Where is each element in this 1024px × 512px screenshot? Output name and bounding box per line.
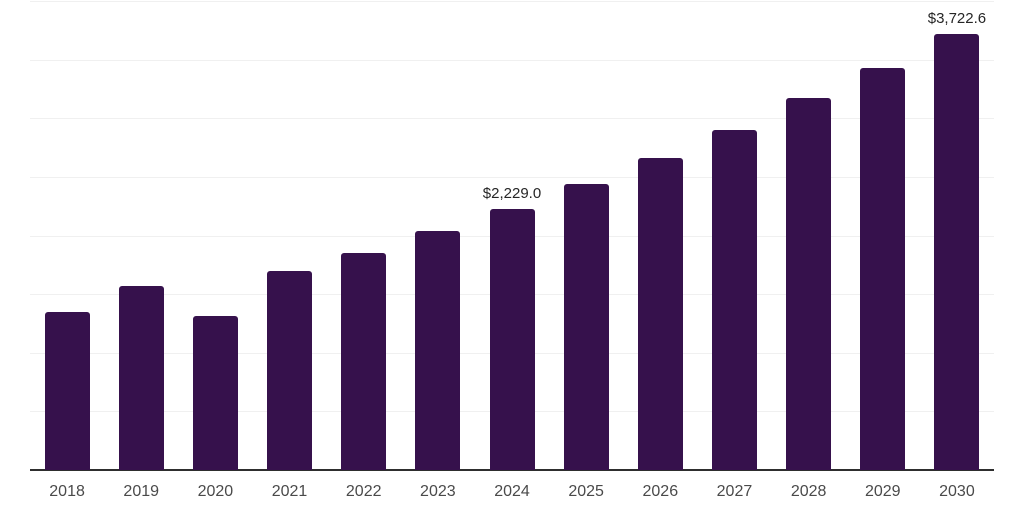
x-tick-2022: 2022 (345, 483, 382, 500)
bar-2018 (44, 311, 90, 470)
plot-area: $2,229.0 $3,722.6 (30, 0, 994, 471)
bar-2030 (934, 33, 980, 470)
x-tick-2030: 2030 (939, 483, 975, 500)
x-tick-2027: 2027 (716, 483, 753, 500)
value-label-2024: $2,229.0 (482, 184, 542, 202)
x-tick-2028: 2028 (790, 483, 827, 500)
x-tick-2019: 2019 (123, 483, 160, 500)
x-tick-2029: 2029 (864, 483, 901, 500)
bar-2021 (267, 270, 313, 470)
bar-2029 (860, 67, 906, 470)
x-tick-2021: 2021 (271, 483, 308, 500)
gridline-3500 (30, 59, 994, 61)
bar-2024 (489, 208, 535, 470)
bar-2020 (192, 316, 238, 470)
x-axis-line (30, 469, 994, 471)
x-tick-2026: 2026 (642, 483, 679, 500)
gridline-2500 (30, 176, 994, 178)
x-tick-2025: 2025 (568, 483, 604, 500)
bar-2022 (341, 253, 387, 470)
gridline-4000 (30, 1, 994, 2)
x-tick-2018: 2018 (49, 483, 85, 500)
x-tick-2023: 2023 (420, 483, 456, 500)
bar-2025 (563, 183, 609, 470)
bar-2028 (786, 98, 832, 470)
bar-2026 (637, 158, 683, 470)
value-label-2030: $3,722.6 (927, 9, 987, 27)
bar-2019 (118, 285, 164, 470)
x-tick-2024: 2024 (494, 483, 530, 500)
gridline-3000 (30, 118, 994, 120)
bar-2023 (415, 230, 461, 470)
x-tick-2020: 2020 (197, 483, 234, 500)
bar-2027 (711, 129, 757, 470)
